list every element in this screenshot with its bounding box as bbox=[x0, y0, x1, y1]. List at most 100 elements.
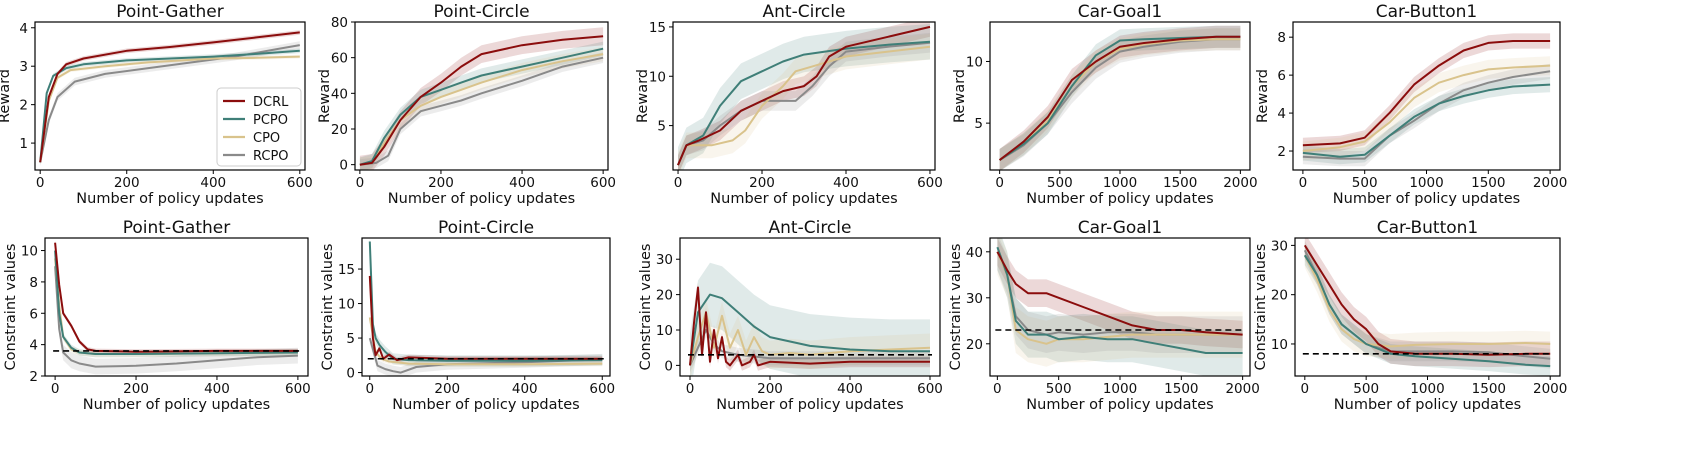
legend-label-rcpo: RCPO bbox=[253, 149, 289, 164]
y-tick-label: 40 bbox=[966, 245, 983, 261]
plot-frame bbox=[361, 237, 611, 377]
legend-box bbox=[216, 87, 302, 167]
series-line-cpo bbox=[54, 258, 298, 355]
plot-frame bbox=[34, 21, 306, 171]
series-line-dcrl bbox=[39, 31, 300, 163]
chart-title: Ant-Circle bbox=[763, 2, 846, 22]
y-tick-label: 4 bbox=[19, 21, 28, 37]
band-dcrl bbox=[55, 240, 298, 354]
legend: DCRL PCPO CPO RCPO bbox=[216, 87, 302, 167]
x-tick-label: 600 bbox=[589, 381, 615, 397]
series-line-rcpo bbox=[359, 56, 604, 166]
x-axis-label: Number of policy updates bbox=[1026, 191, 1213, 207]
band-rcpo bbox=[999, 28, 1241, 170]
x-axis-label: Number of policy updates bbox=[76, 191, 263, 207]
y-axis-label: Reward bbox=[952, 69, 968, 123]
y-axis-label: Reward bbox=[0, 69, 13, 123]
x-tick-label: 600 bbox=[285, 381, 311, 397]
x-tick-label: 400 bbox=[833, 175, 859, 191]
y-axis-label: Constraint values bbox=[320, 244, 336, 371]
x-tick-label: 200 bbox=[114, 175, 140, 191]
x-tick-label: 500 bbox=[1047, 175, 1073, 191]
y-tick-label: 20 bbox=[331, 122, 348, 138]
x-axis-label: Number of policy updates bbox=[1026, 397, 1213, 413]
series-line-pcpo bbox=[1303, 254, 1551, 368]
legend-label-dcrl: DCRL bbox=[253, 95, 289, 110]
x-tick-label: 400 bbox=[200, 175, 226, 191]
y-tick-label: 0 bbox=[664, 358, 673, 374]
series-line-dcrl bbox=[368, 275, 603, 362]
x-tick-label: 200 bbox=[123, 381, 149, 397]
legend-label-pcpo: PCPO bbox=[253, 113, 288, 128]
x-tick-label: 600 bbox=[917, 381, 943, 397]
x-axis-label: Number of policy updates bbox=[710, 191, 897, 207]
plot-area bbox=[53, 240, 300, 375]
chart-title: Point-Circle bbox=[438, 218, 534, 238]
y-tick-label: 10 bbox=[21, 244, 38, 260]
band-dcrl bbox=[369, 273, 603, 363]
band-rcpo bbox=[40, 41, 300, 167]
chart-panel-10: 0 500 1000 1500 2000 10 20 30 Car-Button1 Number … bbox=[1253, 218, 1567, 413]
x-tick-label: 200 bbox=[757, 381, 783, 397]
x-tick-label: 0 bbox=[993, 381, 1002, 397]
chart-panel-6: 0 200 400 600 2 4 6 8 10 Point-Gather Number of po… bbox=[3, 218, 311, 413]
x-tick-label: 1500 bbox=[1164, 381, 1198, 397]
x-tick-label: 0 bbox=[1301, 381, 1310, 397]
band-dcrl bbox=[359, 27, 604, 170]
y-tick-label: 3 bbox=[19, 59, 28, 75]
series-line-pcpo bbox=[1302, 83, 1551, 158]
plot-frame bbox=[44, 237, 309, 377]
series-line-pcpo bbox=[39, 49, 300, 163]
plot-area bbox=[39, 30, 300, 167]
chart-panel-9: 0 500 1000 1500 2000 20 30 40 Car-Goal1 Number of… bbox=[948, 218, 1260, 413]
y-axis-label: Reward bbox=[1255, 69, 1271, 123]
chart-panel-4: 0 500 1000 1500 2000 5 10 Car-Goal1 Number of po… bbox=[952, 2, 1258, 207]
x-tick-label: 0 bbox=[1299, 175, 1308, 191]
band-cpo bbox=[999, 28, 1241, 170]
x-tick-label: 1000 bbox=[1103, 175, 1137, 191]
x-tick-label: 0 bbox=[51, 381, 60, 397]
y-tick-label: 6 bbox=[29, 306, 38, 322]
y-tick-label: 10 bbox=[966, 54, 983, 70]
y-tick-label: 0 bbox=[346, 366, 355, 382]
series-line-pcpo bbox=[677, 40, 931, 166]
series-line-dcrl bbox=[54, 242, 298, 353]
x-tick-label: 600 bbox=[917, 175, 943, 191]
x-tick-label: 600 bbox=[287, 175, 313, 191]
y-tick-label: 20 bbox=[966, 337, 983, 353]
x-tick-label: 2000 bbox=[1533, 175, 1567, 191]
y-tick-label: 40 bbox=[331, 86, 348, 102]
plot-area bbox=[1302, 238, 1553, 376]
chart-panel-3: 0 200 400 600 5 10 15 Ant-Circle Number of polic… bbox=[635, 2, 943, 207]
plot-frame bbox=[354, 21, 609, 171]
band-pcpo bbox=[678, 24, 930, 170]
x-tick-label: 0 bbox=[674, 175, 683, 191]
plot-area bbox=[367, 238, 605, 376]
x-tick-label: 1000 bbox=[1410, 381, 1444, 397]
chart-title: Ant-Circle bbox=[769, 218, 852, 238]
x-tick-label: 500 bbox=[1046, 381, 1072, 397]
x-tick-label: 1500 bbox=[1471, 175, 1505, 191]
y-tick-label: 15 bbox=[649, 20, 666, 36]
series-line-rcpo bbox=[54, 266, 298, 368]
series-line-rcpo bbox=[39, 44, 300, 163]
chart-title: Car-Button1 bbox=[1377, 218, 1478, 238]
y-tick-label: 4 bbox=[1277, 106, 1286, 122]
x-tick-label: 200 bbox=[434, 381, 460, 397]
chart-title: Car-Goal1 bbox=[1078, 2, 1162, 22]
plot-area bbox=[998, 25, 1241, 170]
band-cpo bbox=[1302, 56, 1551, 161]
y-axis-label: Reward bbox=[635, 69, 651, 123]
x-tick-label: 2000 bbox=[1223, 175, 1257, 191]
y-tick-label: 1 bbox=[19, 136, 28, 152]
y-tick-label: 60 bbox=[331, 51, 348, 67]
band-dcrl bbox=[678, 22, 930, 170]
band-pcpo bbox=[997, 238, 1243, 376]
chart-title: Car-Goal1 bbox=[1078, 218, 1162, 238]
band-pcpo bbox=[55, 247, 298, 358]
series-line-rcpo bbox=[677, 41, 931, 166]
y-axis-label: Constraint values bbox=[3, 244, 19, 371]
y-tick-label: 10 bbox=[656, 323, 673, 339]
plot-area bbox=[688, 262, 932, 376]
